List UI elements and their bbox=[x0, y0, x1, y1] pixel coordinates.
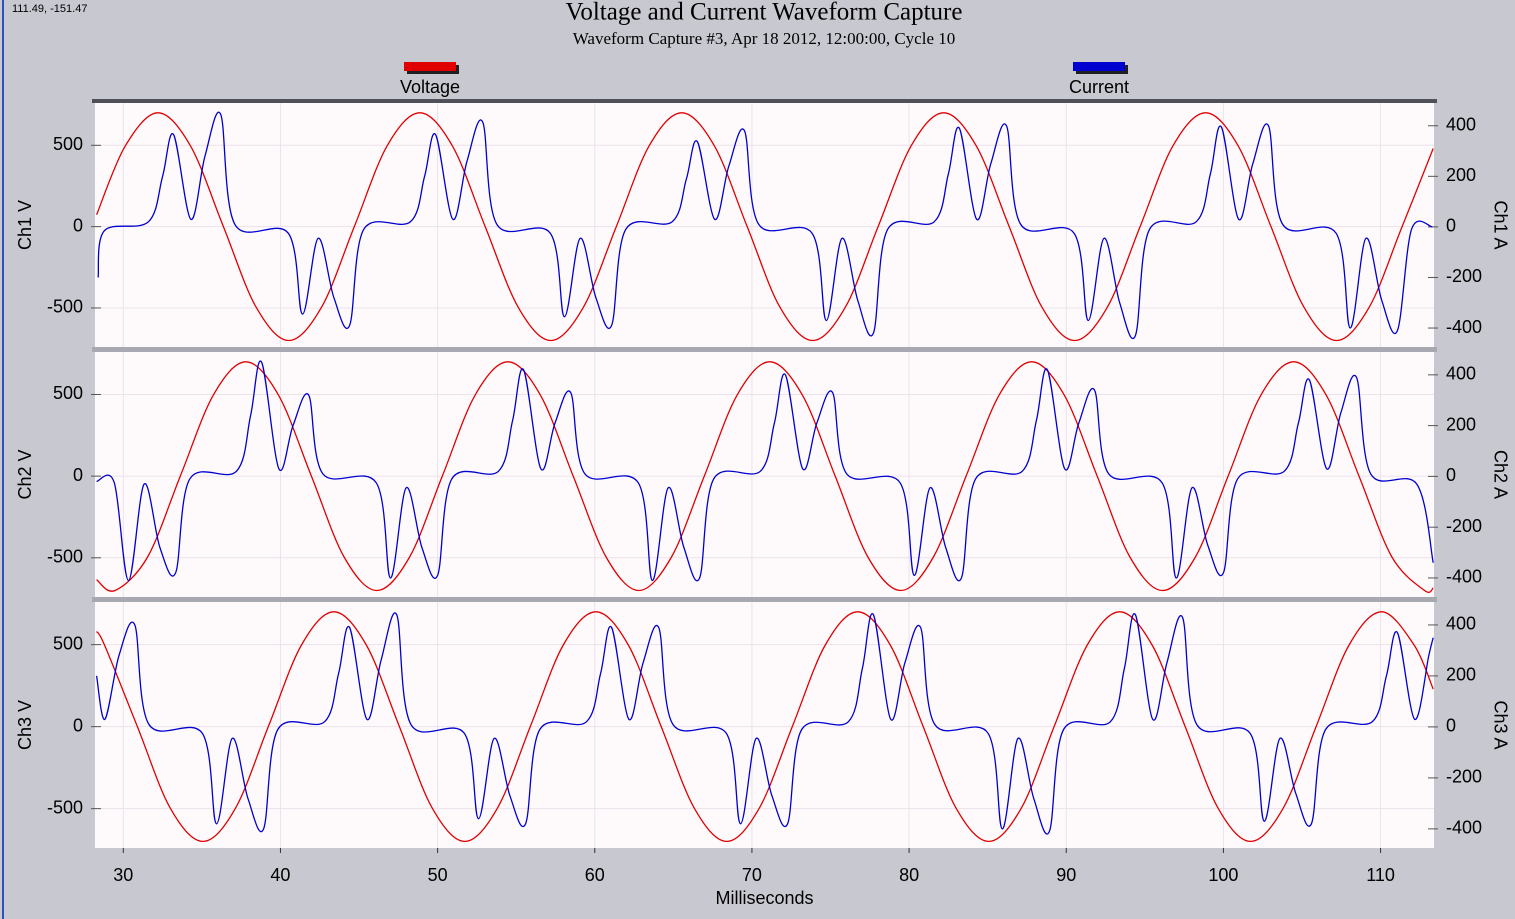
x-tick-label: 100 bbox=[1208, 865, 1238, 885]
y2-axis-title: Ch3 A bbox=[1490, 700, 1510, 749]
series-line bbox=[96, 360, 1434, 582]
y2-tick-label: 200 bbox=[1446, 414, 1476, 434]
y2-tick-label: -200 bbox=[1446, 516, 1482, 536]
x-tick-label: 90 bbox=[1056, 865, 1076, 885]
x-axis-title: Milliseconds bbox=[715, 888, 813, 908]
y-tick-label: -500 bbox=[47, 297, 83, 317]
y-tick-label: 0 bbox=[73, 465, 83, 485]
series-line bbox=[97, 111, 1433, 340]
y2-tick-label: 200 bbox=[1446, 665, 1476, 685]
y-tick-label: 0 bbox=[73, 215, 83, 235]
y2-tick-label: 0 bbox=[1446, 216, 1456, 236]
y-tick-label: 0 bbox=[73, 715, 83, 735]
plot-area bbox=[95, 103, 1434, 347]
x-tick-label: 80 bbox=[899, 865, 919, 885]
chart-subtitle: Waveform Capture #3, Apr 18 2012, 12:00:… bbox=[573, 29, 955, 48]
plot-area bbox=[95, 352, 1434, 597]
y2-tick-label: -400 bbox=[1446, 567, 1482, 587]
x-tick-label: 70 bbox=[742, 865, 762, 885]
legend: Voltage Current bbox=[400, 62, 1129, 97]
x-tick-label: 40 bbox=[270, 865, 290, 885]
plot-top-border bbox=[92, 99, 1437, 103]
series-line bbox=[95, 112, 1434, 342]
x-tick-label: 50 bbox=[428, 865, 448, 885]
y2-tick-label: 400 bbox=[1446, 364, 1476, 384]
x-tick-label: 30 bbox=[113, 865, 133, 885]
y2-tick-label: 0 bbox=[1446, 465, 1456, 485]
cursor-coordinates: 111.49, -151.47 bbox=[12, 3, 87, 15]
legend-label: Voltage bbox=[400, 77, 460, 97]
plot-area bbox=[95, 602, 1434, 848]
y2-tick-label: -200 bbox=[1446, 266, 1482, 286]
y-tick-label: -500 bbox=[47, 797, 83, 817]
y2-axis-title: Ch2 A bbox=[1490, 450, 1510, 499]
y2-axis-title: Ch1 A bbox=[1490, 200, 1510, 249]
y2-tick-label: 0 bbox=[1446, 716, 1456, 736]
y2-tick-label: 400 bbox=[1446, 115, 1476, 135]
x-tick-label: 110 bbox=[1366, 865, 1395, 885]
y-axis-title: Ch1 V bbox=[15, 200, 35, 250]
y2-tick-label: 200 bbox=[1446, 165, 1476, 185]
panel-separator bbox=[92, 597, 1437, 602]
chart-title: Voltage and Current Waveform Capture bbox=[566, 0, 963, 26]
y-tick-label: -500 bbox=[47, 547, 83, 567]
y-tick-label: 500 bbox=[53, 633, 83, 653]
legend-swatch bbox=[1073, 62, 1125, 71]
series-line bbox=[96, 361, 1434, 593]
y2-tick-label: -400 bbox=[1446, 818, 1482, 838]
y-axis-title: Ch2 V bbox=[15, 449, 35, 499]
y-tick-label: 500 bbox=[53, 134, 83, 154]
y2-tick-label: 400 bbox=[1446, 614, 1476, 634]
series-line bbox=[95, 612, 1434, 835]
y2-tick-label: -400 bbox=[1446, 317, 1482, 337]
legend-label: Current bbox=[1069, 77, 1129, 97]
y-tick-label: 500 bbox=[53, 383, 83, 403]
series-line bbox=[96, 611, 1434, 843]
x-tick-label: 60 bbox=[585, 865, 605, 885]
legend-swatch bbox=[404, 62, 456, 71]
panel-separator bbox=[92, 347, 1437, 352]
y2-tick-label: -200 bbox=[1446, 767, 1482, 787]
y-axis-title: Ch3 V bbox=[15, 700, 35, 750]
